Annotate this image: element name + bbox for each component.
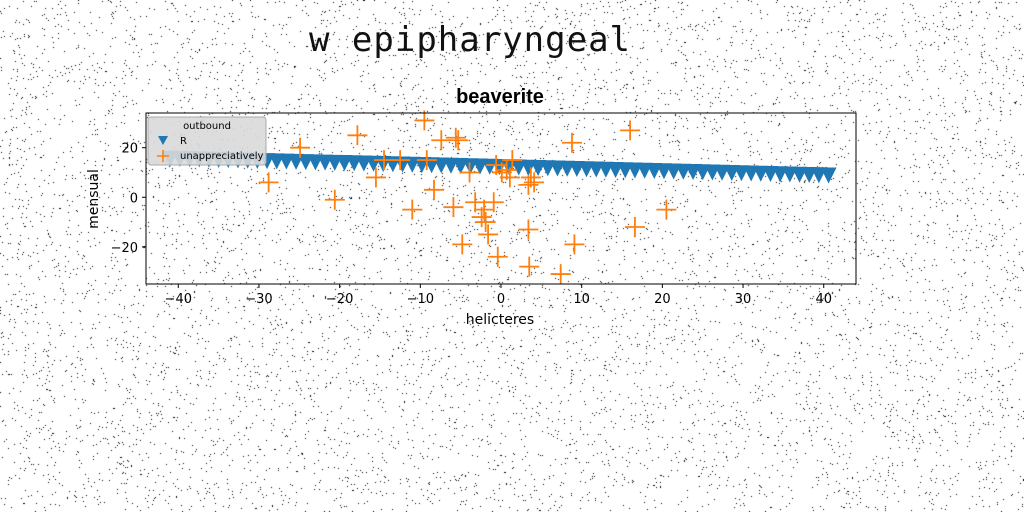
plus-point-unappreciatively: [488, 247, 508, 267]
plus-point-unappreciatively: [620, 120, 640, 140]
plus-point-unappreciatively: [424, 180, 444, 200]
plus-point-unappreciatively: [564, 234, 584, 254]
y-tick-label: −20: [111, 241, 138, 256]
x-tick-label: −20: [326, 292, 353, 307]
y-tick-label: 20: [121, 142, 138, 157]
legend: outbound R unappreciatively: [148, 117, 266, 165]
plus-point-unappreciatively: [562, 133, 582, 153]
x-tick-label: 30: [735, 292, 752, 307]
y-axis-ticks: −20 0 20: [111, 142, 146, 256]
x-tick-label: −10: [407, 292, 434, 307]
plus-point-unappreciatively: [448, 130, 468, 150]
x-axis-label: helicteres: [466, 312, 534, 328]
plus-point-unappreciatively: [476, 212, 496, 232]
y-axis-label: mensual: [86, 169, 102, 229]
legend-label-unappreciatively: unappreciatively: [180, 151, 263, 162]
x-tick-label: 0: [497, 292, 505, 307]
plus-point-unappreciatively: [259, 172, 279, 192]
x-tick-label: −40: [165, 292, 192, 307]
plus-point-unappreciatively: [625, 217, 645, 237]
plus-point-unappreciatively: [347, 125, 367, 145]
plus-point-unappreciatively: [402, 200, 422, 220]
plus-point-unappreciatively: [524, 172, 544, 192]
plus-point-unappreciatively: [446, 128, 466, 148]
x-tick-label: 10: [573, 292, 590, 307]
x-tick-label: −30: [245, 292, 272, 307]
x-axis-ticks: −40 −30 −20 −10 0 10 20 30 40: [165, 284, 832, 307]
chart-title: beaverite: [456, 86, 544, 108]
y-tick-label: 0: [130, 191, 138, 206]
plus-point-unappreciatively: [452, 234, 472, 254]
legend-title: outbound: [183, 121, 231, 132]
plus-point-unappreciatively: [443, 197, 463, 217]
x-tick-label: 20: [654, 292, 671, 307]
triangle-point-R: [821, 167, 837, 183]
plus-point-unappreciatively: [478, 224, 498, 244]
legend-label-R: R: [180, 136, 187, 147]
plus-point-unappreciatively: [656, 200, 676, 220]
plus-point-unappreciatively: [518, 219, 538, 239]
x-tick-label: 40: [815, 292, 832, 307]
plus-point-unappreciatively: [519, 257, 539, 277]
plus-point-unappreciatively: [325, 190, 345, 210]
plus-point-unappreciatively: [551, 264, 571, 284]
